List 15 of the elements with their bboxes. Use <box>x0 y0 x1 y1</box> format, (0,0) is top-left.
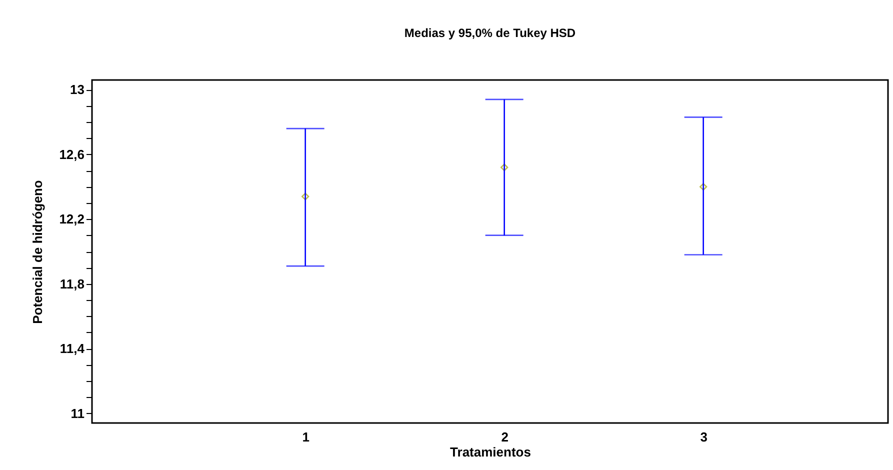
x-tick-label: 1 <box>302 430 310 444</box>
y-axis-title: Potencial de hidrógeno <box>30 180 46 324</box>
y-tick-label: 11,8 <box>60 276 84 292</box>
y-tick-label: 11,4 <box>60 341 86 356</box>
point <box>302 192 310 200</box>
y-tick-label: 11 <box>70 406 84 421</box>
chart-title: Medias y 95,0% de Tukey HSD <box>404 26 576 40</box>
y-tick-label: 13 <box>70 82 84 98</box>
y-tick-label: 12,2 <box>59 212 84 227</box>
point <box>500 164 508 172</box>
x-tick-label: 2 <box>501 430 508 444</box>
x-axis-title: Tratamientos <box>450 444 531 460</box>
point <box>700 182 708 191</box>
x-tick-label: 3 <box>700 430 708 444</box>
y-tick-label: 12,6 <box>59 146 84 162</box>
